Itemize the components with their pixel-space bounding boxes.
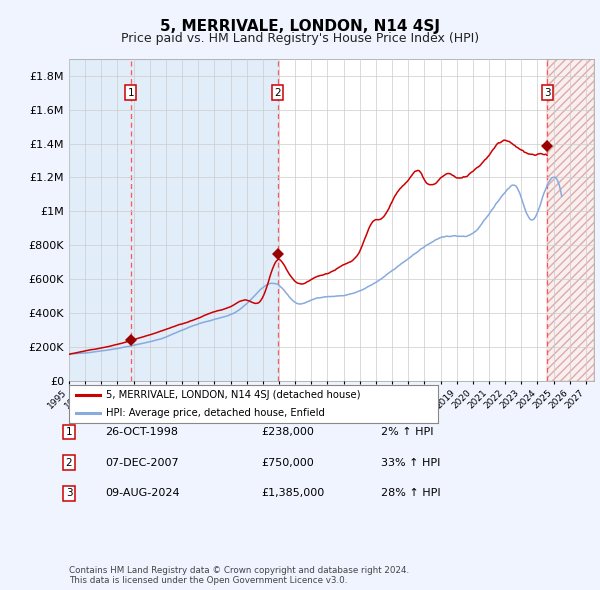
Text: 5, MERRIVALE, LONDON, N14 4SJ: 5, MERRIVALE, LONDON, N14 4SJ xyxy=(160,19,440,34)
Text: £238,000: £238,000 xyxy=(261,427,314,437)
Text: 1: 1 xyxy=(65,427,73,437)
Text: 2% ↑ HPI: 2% ↑ HPI xyxy=(381,427,433,437)
Text: HPI: Average price, detached house, Enfield: HPI: Average price, detached house, Enfi… xyxy=(106,408,325,418)
Bar xyxy=(69,59,278,381)
Text: £750,000: £750,000 xyxy=(261,458,314,467)
Text: 2: 2 xyxy=(65,458,73,467)
Bar xyxy=(547,59,594,381)
Text: Price paid vs. HM Land Registry's House Price Index (HPI): Price paid vs. HM Land Registry's House … xyxy=(121,32,479,45)
Text: 3: 3 xyxy=(65,489,73,498)
Text: 5, MERRIVALE, LONDON, N14 4SJ (detached house): 5, MERRIVALE, LONDON, N14 4SJ (detached … xyxy=(106,390,361,400)
Text: £1,385,000: £1,385,000 xyxy=(261,489,324,498)
Text: 26-OCT-1998: 26-OCT-1998 xyxy=(105,427,178,437)
Text: 07-DEC-2007: 07-DEC-2007 xyxy=(105,458,179,467)
Text: 33% ↑ HPI: 33% ↑ HPI xyxy=(381,458,440,467)
Text: 2: 2 xyxy=(275,88,281,98)
Text: Contains HM Land Registry data © Crown copyright and database right 2024.
This d: Contains HM Land Registry data © Crown c… xyxy=(69,566,409,585)
Bar xyxy=(547,59,594,381)
Text: 1: 1 xyxy=(127,88,134,98)
Text: 3: 3 xyxy=(544,88,550,98)
Text: 28% ↑ HPI: 28% ↑ HPI xyxy=(381,489,440,498)
Text: 09-AUG-2024: 09-AUG-2024 xyxy=(105,489,179,498)
